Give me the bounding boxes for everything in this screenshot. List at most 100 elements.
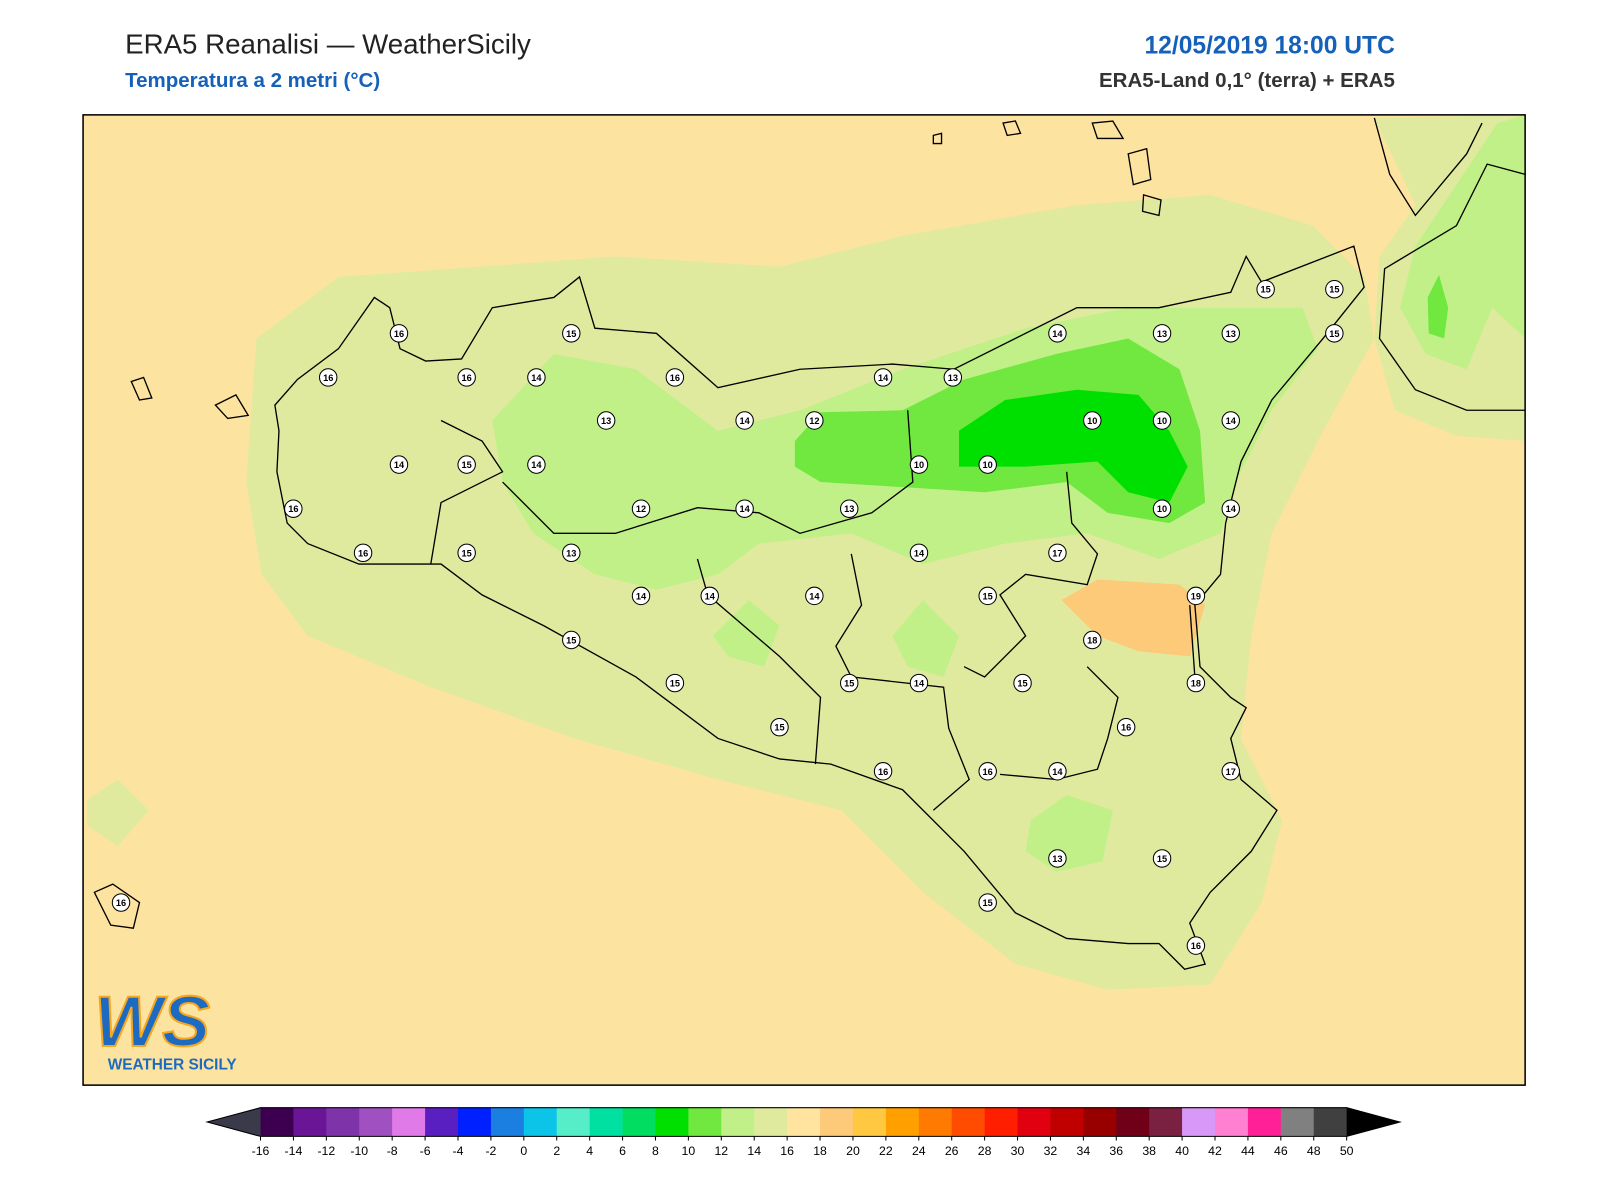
colorbar-tick-label: 50 xyxy=(1340,1144,1354,1158)
colorbar-segment xyxy=(951,1107,985,1137)
colorbar-tick-label: 26 xyxy=(945,1144,959,1158)
station: 10 xyxy=(1083,411,1102,430)
colorbar-segment xyxy=(852,1107,887,1137)
coastline-sicily xyxy=(274,245,1365,970)
station-marker xyxy=(631,586,651,606)
station-marker xyxy=(1256,280,1275,299)
station-value: 13 xyxy=(1157,329,1167,339)
station: 14 xyxy=(1048,324,1067,343)
station-value: 14 xyxy=(1052,767,1063,777)
station: 15 xyxy=(978,586,997,606)
contour-14-16 xyxy=(87,779,149,847)
station-marker xyxy=(596,411,616,430)
station-value: 16 xyxy=(394,329,404,339)
colorbar-segment xyxy=(1116,1107,1150,1137)
station-value: 15 xyxy=(983,591,993,601)
station-value: 15 xyxy=(983,898,993,908)
colorbar-segment xyxy=(326,1107,360,1137)
colorbar-segment xyxy=(260,1107,294,1137)
station-value: 14 xyxy=(394,460,405,470)
station-value: 15 xyxy=(462,460,472,470)
station: 14 xyxy=(1221,411,1240,430)
station-value: 10 xyxy=(1157,416,1167,426)
station: 15 xyxy=(978,893,997,912)
station: 14 xyxy=(735,499,754,518)
station-marker xyxy=(562,630,581,650)
station-value: 17 xyxy=(1052,548,1062,558)
station-value: 14 xyxy=(531,460,542,470)
colorbar-segment xyxy=(1050,1107,1084,1137)
station-marker xyxy=(1152,324,1172,343)
station: 15 xyxy=(770,717,789,737)
station-value: 14 xyxy=(1226,416,1237,426)
station-marker xyxy=(839,673,859,693)
colorbar-tick-label: -10 xyxy=(350,1144,368,1158)
colorbar-tick-label: -6 xyxy=(420,1144,431,1158)
colorbar-segment xyxy=(1280,1107,1315,1137)
station-marker xyxy=(318,368,338,387)
station: 16 xyxy=(978,762,997,781)
colorbar-tick-label: 48 xyxy=(1307,1144,1321,1158)
station: 15 xyxy=(1256,280,1275,299)
station: 10 xyxy=(1152,499,1172,518)
station: 15 xyxy=(562,630,581,650)
station: 13 xyxy=(839,499,859,518)
station: 15 xyxy=(665,673,685,693)
contour-12-14 xyxy=(892,600,959,677)
title: ERA5 Reanalisi — WeatherSicily xyxy=(125,28,531,59)
station-marker xyxy=(1221,499,1240,518)
station-marker xyxy=(978,586,997,606)
colorbar: -16 -14 -12 -10 -8 -6 -4 -2 0 2 4 6 8 10 12 14 16 18 20 22 2… xyxy=(205,1107,1402,1158)
station: 15 xyxy=(1013,673,1032,693)
station: 16 xyxy=(353,543,373,563)
station: 16 xyxy=(457,368,476,387)
station-marker xyxy=(562,324,581,343)
station: 14 xyxy=(909,543,929,563)
station-marker xyxy=(457,543,476,563)
colorbar-tick-label: 4 xyxy=(586,1144,593,1158)
station-marker xyxy=(631,499,651,518)
colorbar-segment xyxy=(1313,1107,1347,1137)
colorbar-tick-label: 44 xyxy=(1241,1144,1255,1158)
station: 16 xyxy=(284,499,303,518)
station-value: 15 xyxy=(1017,679,1027,689)
logo-name: WEATHER SICILY xyxy=(108,1057,237,1074)
colorbar-tick-label: 34 xyxy=(1077,1144,1091,1158)
contour-12-14 xyxy=(1025,794,1113,872)
station-value: 14 xyxy=(914,679,925,689)
station-marker xyxy=(665,673,685,693)
colorbar-segment xyxy=(688,1107,722,1137)
station-value: 15 xyxy=(1329,285,1339,295)
colorbar-tick-label: 38 xyxy=(1142,1144,1156,1158)
colorbar-tick-label: 8 xyxy=(652,1144,659,1158)
station-value: 16 xyxy=(462,373,472,383)
colorbar-tick-label: 0 xyxy=(520,1144,527,1158)
station-value: 15 xyxy=(844,679,854,689)
station-value: 13 xyxy=(566,548,576,558)
colorbar-tick-label: 2 xyxy=(553,1144,560,1158)
station: 15 xyxy=(562,324,581,343)
station-value: 16 xyxy=(358,548,368,558)
contour-8-10 xyxy=(958,389,1188,503)
station: 16 xyxy=(1186,936,1206,955)
station: 14 xyxy=(735,411,754,430)
colorbar-segment xyxy=(457,1107,492,1137)
station-value: 14 xyxy=(1052,329,1063,339)
station-marker xyxy=(1325,280,1344,299)
station-value: 19 xyxy=(1191,591,1201,601)
station-marker xyxy=(978,893,997,912)
station: 14 xyxy=(909,673,929,693)
station-value: 10 xyxy=(1157,504,1167,514)
station: 14 xyxy=(805,586,824,606)
colorbar-segment xyxy=(359,1107,393,1137)
station-value: 16 xyxy=(1121,723,1131,733)
colorbar-tick-label: -4 xyxy=(453,1144,464,1158)
colorbar-tick-label: 12 xyxy=(714,1144,728,1158)
station-marker xyxy=(805,586,824,606)
station-marker xyxy=(1221,411,1240,430)
station-value: 13 xyxy=(948,373,958,383)
islands xyxy=(93,120,1162,929)
station-marker xyxy=(1186,936,1206,955)
station: 13 xyxy=(1152,324,1172,343)
station-marker xyxy=(389,455,409,474)
